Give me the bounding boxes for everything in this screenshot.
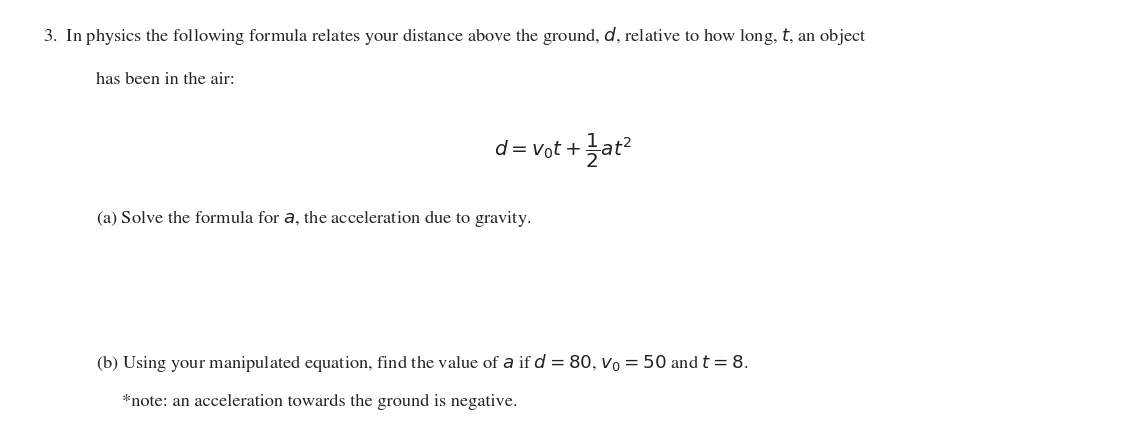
Text: $d = v_0 t + \dfrac{1}{2}at^2$: $d = v_0 t + \dfrac{1}{2}at^2$ (494, 132, 631, 170)
Text: (b) Using your manipulated equation, find the value of $a$ if $d = 80$, $v_0 = 5: (b) Using your manipulated equation, fin… (96, 352, 748, 374)
Text: (a) Solve the formula for $a$, the acceleration due to gravity.: (a) Solve the formula for $a$, the accel… (96, 208, 531, 229)
Text: 3.  In physics the following formula relates your distance above the ground, $d$: 3. In physics the following formula rela… (43, 25, 866, 47)
Text: *note: an acceleration towards the ground is negative.: *note: an acceleration towards the groun… (122, 394, 518, 410)
Text: has been in the air:: has been in the air: (96, 72, 234, 88)
